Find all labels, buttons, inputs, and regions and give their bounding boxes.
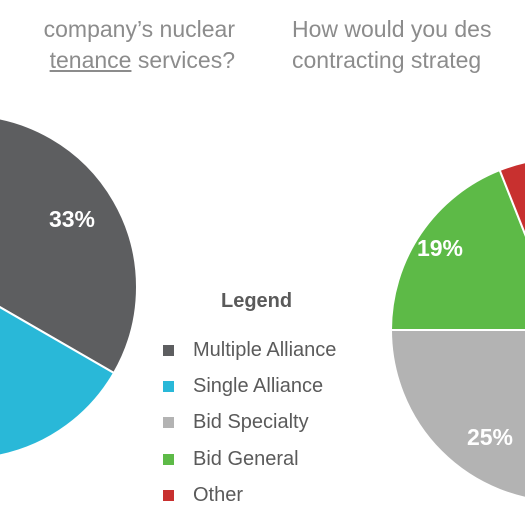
left-title-line1: company’s nuclear — [43, 16, 235, 42]
left-title-line2-rest: services? — [131, 47, 235, 73]
slice-label-bid-specialty: 25% — [467, 424, 513, 450]
legend-title: Legend — [221, 290, 293, 312]
left-chart-title: company’s nuclear tenance services? — [44, 14, 235, 76]
left-pie: 33% — [0, 117, 138, 457]
left-title-underlined: tenance — [49, 47, 132, 73]
legend-label: Bid Specialty — [193, 411, 309, 433]
legend-label: Single Alliance — [193, 375, 324, 397]
pie-slice-single-alliance — [0, 306, 116, 457]
pie-slice-bid-general — [389, 168, 525, 331]
legend-swatch — [163, 345, 174, 356]
legend-swatch — [163, 417, 174, 428]
legend-swatch — [163, 454, 174, 465]
slice-label-bid-general: 19% — [417, 235, 463, 261]
pie-slice-bid-specialty — [389, 329, 525, 499]
pie-slice-multiple-alliance — [0, 117, 138, 375]
right-pie: 11 19% 25% — [389, 125, 525, 499]
legend-label: Other — [193, 484, 244, 506]
slice-label-multiple-alliance: 33% — [49, 206, 95, 232]
right-title-line1: How would you des — [292, 16, 492, 42]
pie-slice-other — [498, 161, 525, 237]
legend-swatch — [163, 381, 174, 392]
legend-label: Bid General — [193, 448, 299, 470]
slice-label-other: 11 — [510, 125, 525, 151]
right-chart-title: How would you des contracting strateg — [292, 14, 491, 76]
legend-swatch — [163, 490, 174, 501]
right-title-line2: contracting strateg — [292, 47, 482, 73]
legend-label: Multiple Alliance — [193, 339, 337, 361]
